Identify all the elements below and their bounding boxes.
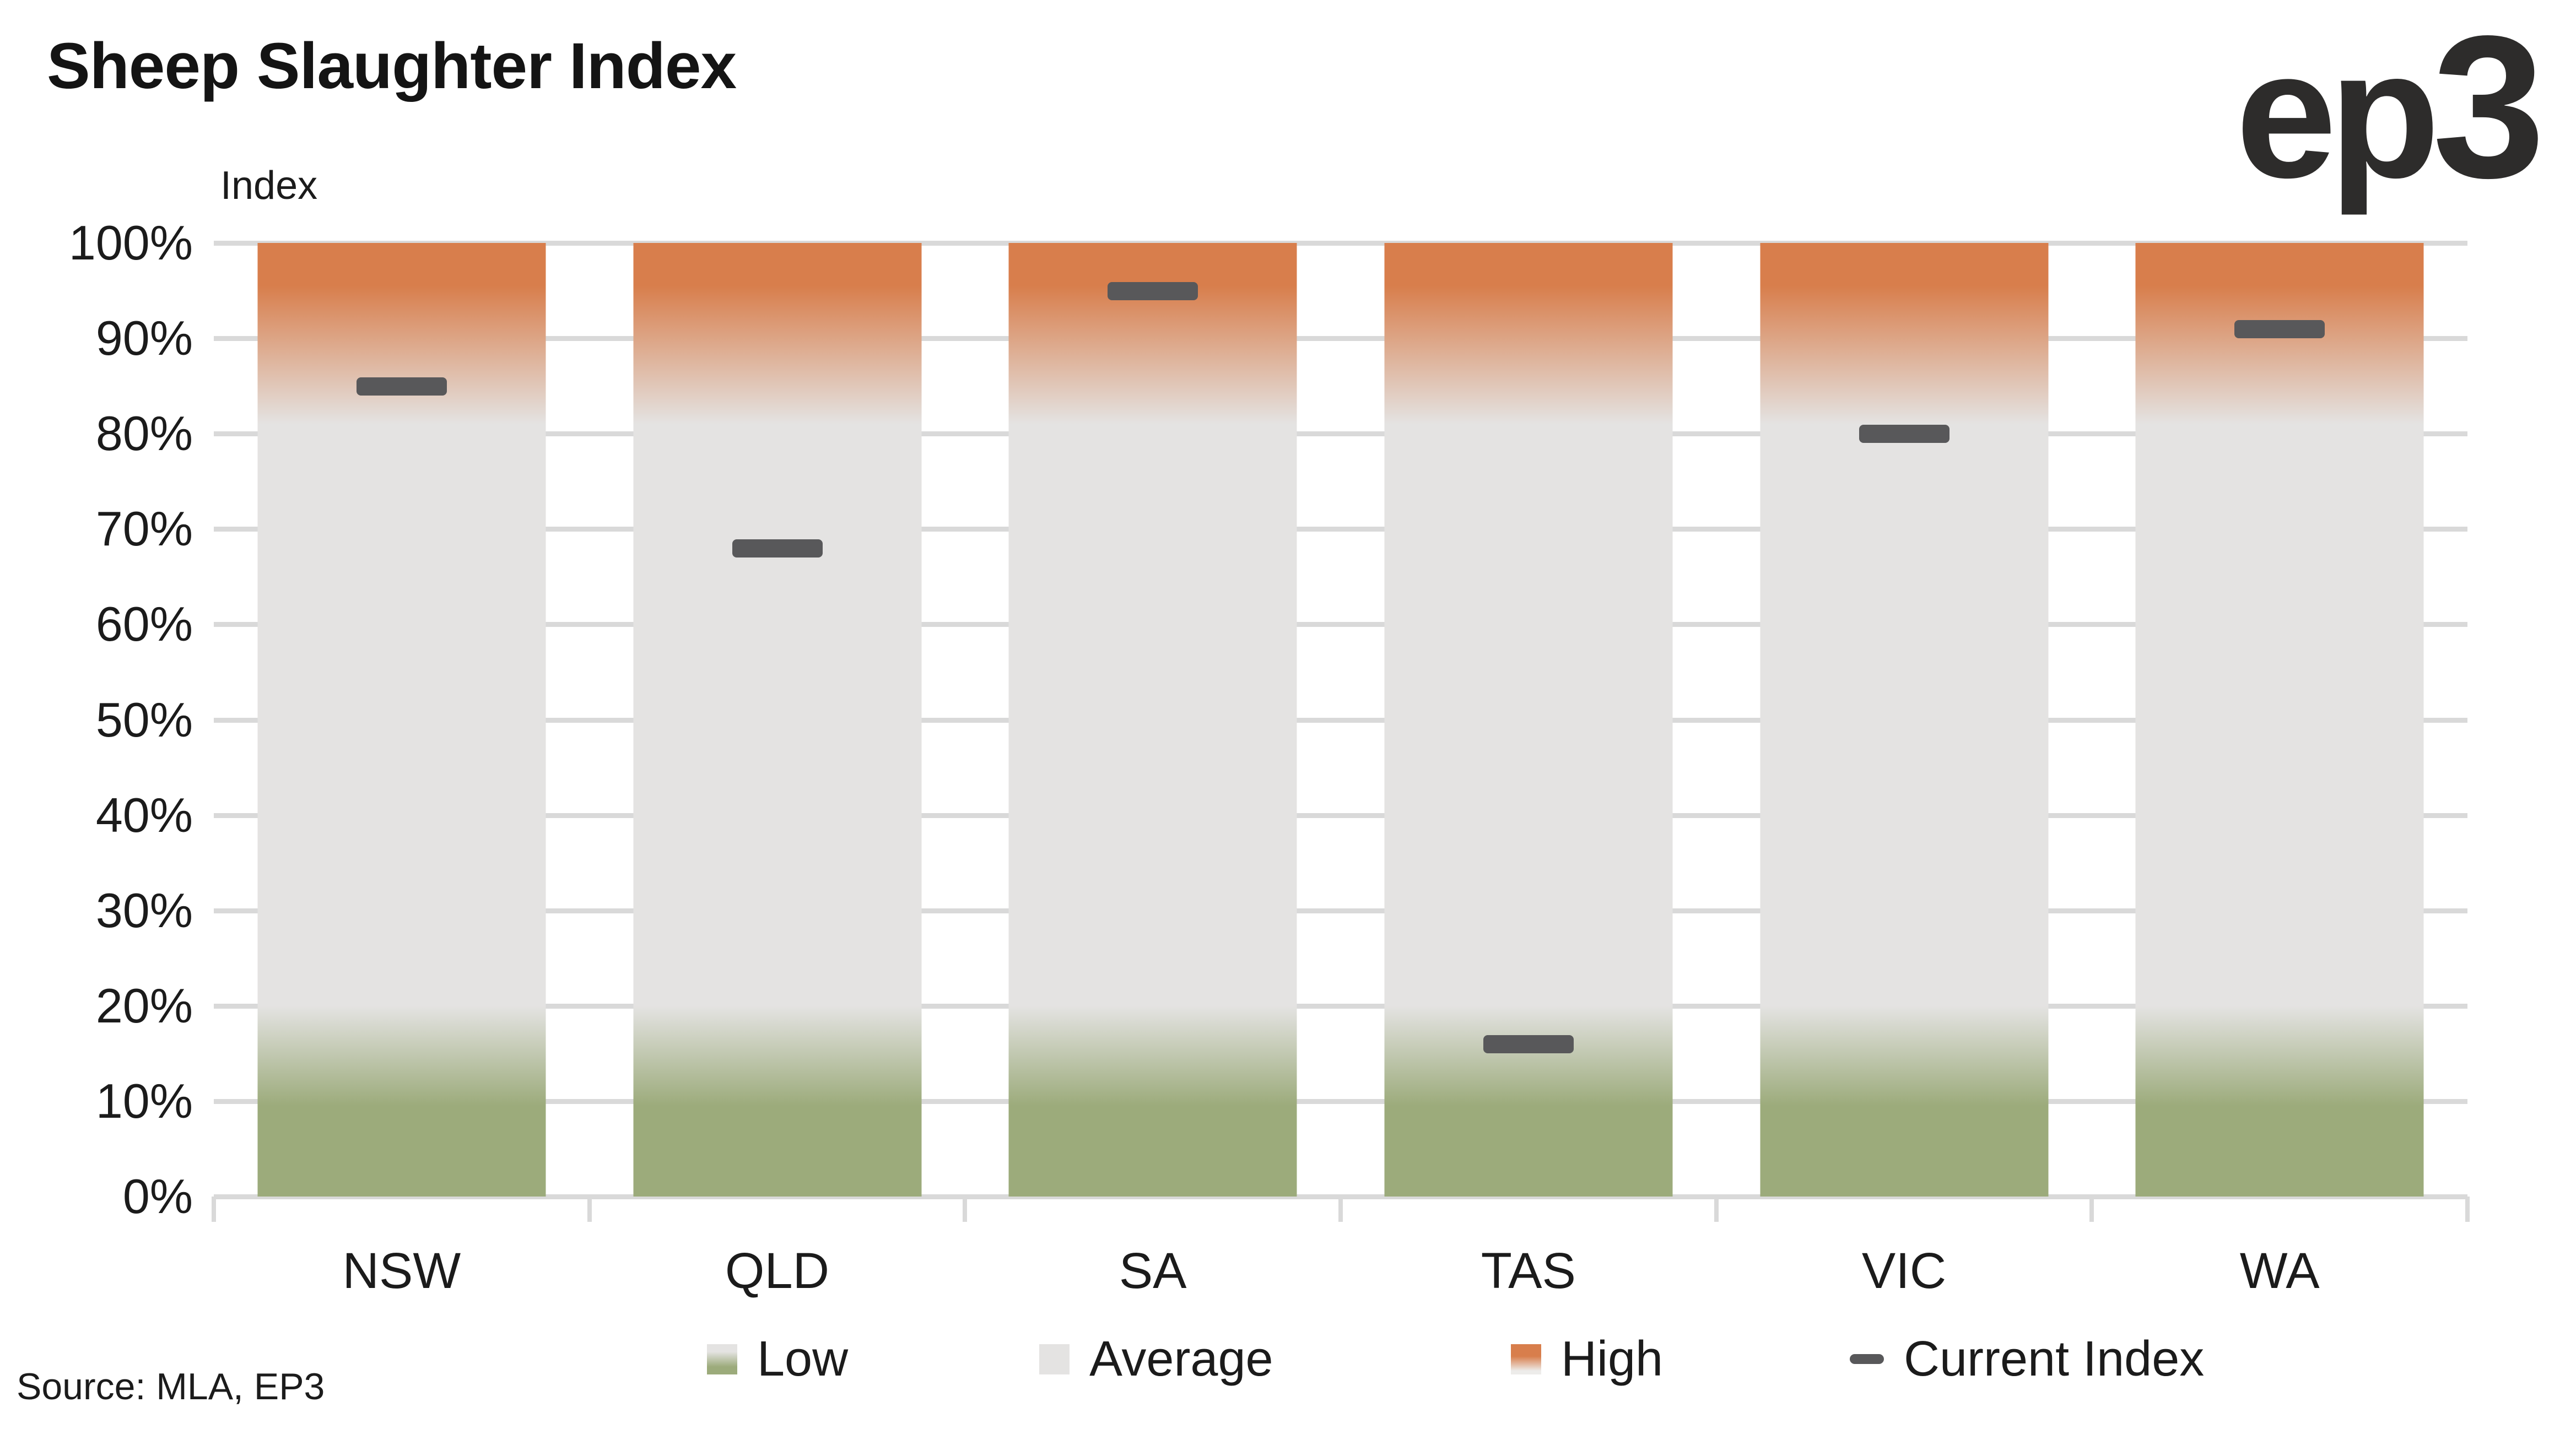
current-index-marker-wa [2234, 320, 2325, 338]
band-bar-vic [1760, 243, 2049, 1197]
legend-label-current-index: Current Index [1904, 1331, 2205, 1387]
legend-swatch-low-icon [707, 1344, 737, 1374]
y-tick-label: 50% [95, 692, 193, 747]
legend-label-high: High [1561, 1331, 1664, 1387]
x-axis-ticks [212, 1197, 2470, 1222]
plot-area: NSW QLD SA TAS VIC WA [212, 241, 2470, 1299]
current-index-marker-tas [1483, 1035, 1574, 1054]
y-tick-label: 100% [68, 215, 193, 270]
x-axis-tick [2465, 1197, 2470, 1222]
gridline-10 [214, 1098, 2467, 1104]
bar-slot-nsw [214, 243, 590, 1197]
chart-title: Sheep Slaughter Index [47, 30, 737, 102]
legend-label-average: Average [1089, 1331, 1273, 1387]
band-bar-nsw [257, 243, 546, 1197]
y-tick-label: 40% [95, 787, 193, 842]
legend-item-low: Low [707, 1323, 848, 1395]
x-label-wa: WA [2239, 1243, 2320, 1299]
gridline-60 [214, 622, 2467, 627]
y-tick-label: 80% [95, 406, 193, 461]
current-index-marker-nsw [356, 377, 447, 396]
y-tick-label: 60% [95, 597, 193, 652]
legend-swatch-average-icon [1039, 1344, 1070, 1374]
legend-item-average: Average [1039, 1323, 1273, 1395]
gridline-30 [214, 908, 2467, 913]
gridline-100 [214, 241, 2467, 246]
gridline-50 [214, 717, 2467, 723]
x-category-labels: NSW QLD SA TAS VIC WA [214, 1243, 2467, 1299]
y-tick-label: 90% [95, 311, 193, 366]
x-label-tas: TAS [1481, 1243, 1576, 1299]
band-bar-tas [1384, 243, 1673, 1197]
logo-text-ep: ep [2235, 12, 2440, 215]
gridline-20 [214, 1003, 2467, 1009]
legend-swatch-high-icon [1511, 1344, 1541, 1374]
x-axis-tick [2089, 1197, 2094, 1222]
gridline-80 [214, 431, 2467, 437]
current-index-marker-sa [1108, 282, 1198, 300]
gridline-40 [214, 813, 2467, 818]
current-index-marker-qld [732, 539, 823, 557]
gridline-90 [214, 336, 2467, 342]
y-tick-label: 10% [95, 1073, 193, 1128]
band-bar-qld [633, 243, 921, 1197]
x-axis-tick [212, 1197, 216, 1222]
current-index-marker-vic [1859, 425, 1949, 443]
y-tick-label: 20% [95, 978, 193, 1033]
band-bar-sa [1008, 243, 1297, 1197]
x-label-nsw: NSW [342, 1243, 461, 1299]
y-tick-label: 70% [95, 501, 193, 556]
x-axis-tick [1714, 1197, 1719, 1222]
bar-slot-sa [965, 243, 1341, 1197]
y-tick-label: 0% [122, 1169, 193, 1224]
x-label-vic: VIC [1861, 1243, 1947, 1299]
bars [214, 243, 2467, 1197]
legend-swatch-current-index-icon [1850, 1354, 1884, 1364]
x-axis-tick [963, 1197, 968, 1222]
x-axis-tick [1338, 1197, 1343, 1222]
legend-item-high: High [1511, 1323, 1663, 1395]
source-note: Source: MLA, EP3 [17, 1366, 325, 1408]
bar-slot-vic [1716, 243, 2092, 1197]
y-tick-label: 30% [95, 883, 193, 938]
x-label-sa: SA [1119, 1243, 1187, 1299]
y-axis-title: Index [220, 164, 318, 208]
x-axis-tick [587, 1197, 592, 1222]
ep3-logo: ep3 [2235, 6, 2545, 208]
gridline-70 [214, 527, 2467, 532]
logo-text-three: 3 [2432, 0, 2545, 220]
y-tick-labels: 100% 90% 80% 70% 60% 50% 40% 30% 20% 10% 0% [0, 218, 193, 1222]
bar-slot-wa [2092, 243, 2467, 1197]
legend-label-low: Low [757, 1331, 849, 1387]
band-bar-wa [2135, 243, 2424, 1197]
x-label-qld: QLD [725, 1243, 830, 1299]
bar-slot-tas [1341, 243, 1716, 1197]
bar-slot-qld [590, 243, 965, 1197]
legend-item-current-index: Current Index [1850, 1323, 2204, 1395]
